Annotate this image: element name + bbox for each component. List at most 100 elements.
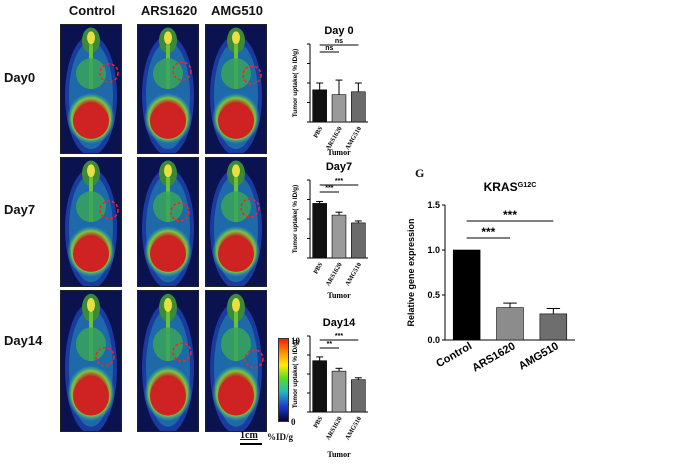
head-hotspot	[232, 298, 240, 312]
tumor-marker	[244, 349, 264, 369]
colorbar-max-label: 10	[291, 336, 300, 346]
head-hotspot	[87, 164, 95, 178]
tumor-marker	[172, 61, 192, 81]
pet-scan-1-0	[60, 157, 122, 287]
tumor-marker	[95, 346, 115, 367]
head-hotspot	[87, 31, 95, 45]
chart-day14: Day14 Tumor uptake( % ID/g) PBS ARS1620 AMG5…	[280, 300, 390, 465]
pet-scan-1-2	[205, 157, 267, 287]
torso-region	[221, 191, 251, 222]
pet-scan-image	[210, 27, 262, 153]
chart-svg: KRASG12C 0.0 0.5 1.0 1.5 Relative gene expres…	[406, 180, 575, 374]
bar-ars1620	[331, 94, 347, 123]
tumor-marker	[170, 202, 190, 222]
category-label: PBS	[312, 261, 324, 275]
column-label-ars1620: ARS1620	[140, 3, 198, 18]
chart-title: Day 0	[324, 25, 353, 37]
pet-scan-image	[142, 293, 194, 431]
significance-label: ***	[325, 185, 333, 192]
bar-ars1620	[331, 370, 347, 413]
row-label-day0: Day0	[4, 70, 36, 85]
y-tick-label: 1.0	[427, 245, 440, 255]
chart-kras-expression: KRASG12C 0.0 0.5 1.0 1.5 Relative gene expres…	[400, 175, 600, 395]
x-axis-label: Tumor	[327, 148, 351, 157]
bar-amg510	[351, 222, 366, 259]
pet-scan-2-0	[60, 290, 122, 432]
pet-scan-image	[142, 27, 194, 153]
tumor-marker	[99, 63, 119, 83]
chart-svg: Day7 Tumor uptake( % ID/g) PBS ARS1620 AMG51…	[292, 161, 368, 300]
y-tick-label: 1.5	[427, 200, 440, 210]
head-hotspot	[87, 298, 95, 312]
pet-scan-2-1	[137, 290, 199, 432]
chart-title: Day14	[323, 317, 356, 329]
y-axis-label: Tumor uptake( % ID/g)	[292, 340, 299, 409]
torso-region	[153, 327, 183, 361]
pet-scan-image	[210, 160, 262, 286]
bar-control	[452, 249, 481, 341]
tumor-marker	[99, 200, 119, 220]
row-label-day14: Day14	[4, 333, 43, 348]
significance-label: ***	[481, 225, 495, 239]
bar-amg510	[351, 379, 366, 413]
pet-scan-image	[65, 293, 117, 431]
tumor-marker	[172, 342, 192, 362]
tumor-marker	[242, 65, 262, 85]
abdomen-core	[150, 236, 186, 272]
abdomen-core	[218, 103, 254, 139]
head-hotspot	[164, 31, 172, 45]
bar-pbs	[312, 89, 327, 123]
pet-scan-0-2	[205, 24, 267, 154]
y-tick-label: 0.5	[427, 290, 440, 300]
pet-scan-image	[142, 160, 194, 286]
bar-pbs	[312, 360, 327, 413]
pet-scan-image	[65, 160, 119, 286]
bar-amg510	[539, 313, 568, 341]
chart-title: Day7	[326, 161, 352, 173]
torso-region	[76, 327, 106, 361]
torso-region	[76, 58, 106, 89]
chart-title: KRASG12C	[484, 180, 537, 195]
y-tick-label: 0.0	[427, 335, 440, 345]
pet-scan-0-0	[60, 24, 122, 154]
abdomen-core	[73, 236, 109, 272]
significance-label: ns	[325, 45, 333, 52]
y-axis-label: Tumor uptake( % ID/g)	[292, 49, 299, 118]
colorbar	[278, 338, 289, 422]
category-label: AMG510	[344, 262, 363, 288]
colorbar-min-label: 0	[291, 417, 296, 427]
bar-ars1620	[331, 214, 347, 259]
pet-scan-1-1	[137, 157, 199, 287]
abdomen-core	[218, 236, 254, 272]
torso-region	[221, 327, 251, 361]
row-label-day7: Day7	[4, 202, 36, 217]
significance-label: **	[327, 341, 333, 348]
chart-title-superscript: G12C	[518, 180, 537, 189]
tumor-marker	[240, 198, 260, 218]
abdomen-core	[73, 103, 109, 139]
category-label: Control	[434, 340, 474, 370]
chart-day7: Day7 Tumor uptake( % ID/g) PBS ARS1620 AMG51…	[280, 150, 390, 305]
bar-amg510	[351, 91, 366, 123]
pet-scan-image	[65, 27, 119, 153]
bar-pbs	[312, 203, 327, 259]
colorbar-unit-label: %ID/g	[267, 432, 294, 442]
head-hotspot	[164, 164, 172, 178]
head-hotspot	[232, 164, 240, 178]
significance-label: ***	[335, 178, 343, 185]
y-axis-label: Tumor uptake( % ID/g)	[292, 185, 299, 254]
chart-svg: Day14 Tumor uptake( % ID/g) PBS ARS1620 AMG5…	[292, 317, 368, 459]
column-label-amg510: AMG510	[210, 3, 264, 18]
abdomen-core	[218, 376, 254, 416]
torso-region	[153, 58, 183, 89]
category-label: ARS1620	[325, 262, 344, 288]
category-label: PBS	[312, 415, 324, 429]
x-axis-label: Tumor	[327, 450, 351, 459]
head-hotspot	[164, 298, 172, 312]
abdomen-core	[150, 103, 186, 139]
x-axis-label: Tumor	[327, 291, 351, 300]
significance-label: ***	[503, 208, 517, 222]
abdomen-core	[150, 376, 186, 416]
category-label: AMG510	[517, 340, 561, 372]
